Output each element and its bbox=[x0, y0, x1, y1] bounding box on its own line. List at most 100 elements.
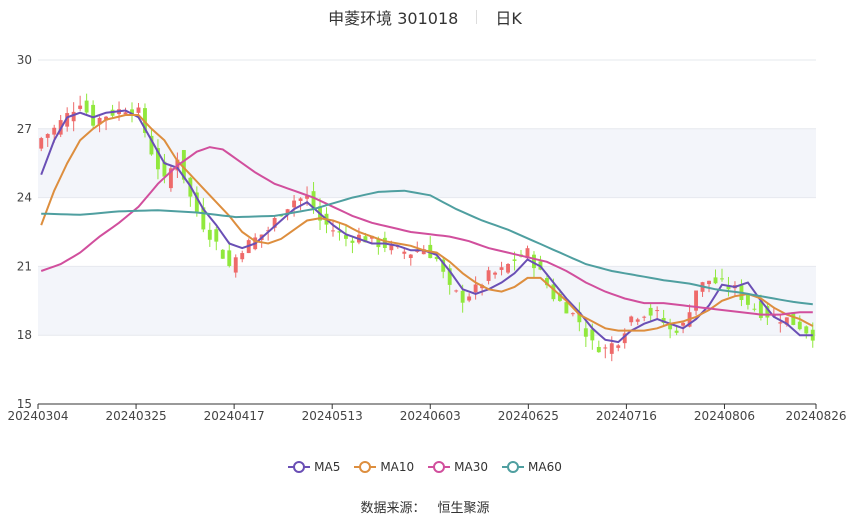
candle-body bbox=[233, 257, 238, 273]
candle-body bbox=[609, 343, 614, 354]
source-label: 数据来源： bbox=[360, 501, 426, 516]
candle-body bbox=[616, 345, 621, 348]
legend-ma30[interactable]: MA30 bbox=[428, 460, 488, 474]
candle-body bbox=[551, 284, 556, 300]
candle-body bbox=[402, 251, 407, 254]
candle-body bbox=[84, 100, 89, 113]
candle-body bbox=[629, 316, 634, 323]
x-axis: 20240304 20240325 20240417 20240513 20240603… bbox=[7, 403, 847, 423]
candle-body bbox=[52, 127, 57, 135]
candle-body bbox=[674, 330, 679, 333]
candle-body bbox=[681, 322, 686, 326]
candle-body bbox=[745, 294, 750, 305]
candle-body bbox=[752, 308, 757, 310]
legend-ma5-label: MA5 bbox=[314, 460, 341, 474]
x-tick-label: 20240716 bbox=[596, 409, 657, 423]
candle-body bbox=[544, 278, 549, 286]
candle-body bbox=[493, 272, 498, 275]
candle-body bbox=[337, 231, 342, 233]
x-tick-label: 20240603 bbox=[400, 409, 461, 423]
candle-body bbox=[181, 150, 186, 180]
candle-body bbox=[363, 236, 368, 243]
candle-body bbox=[570, 313, 575, 315]
candle-body bbox=[596, 346, 601, 353]
candle-body bbox=[622, 333, 627, 344]
candle-body bbox=[207, 229, 212, 240]
candle-body bbox=[642, 316, 647, 318]
candle-body bbox=[149, 135, 154, 155]
ma-line-ma30 bbox=[40, 146, 813, 316]
candle-body bbox=[467, 296, 472, 301]
candle-body bbox=[292, 200, 297, 208]
candle-body bbox=[285, 209, 290, 215]
candle-body bbox=[603, 347, 608, 349]
chart-title-bar: 申菱环境 301018 日K bbox=[0, 6, 850, 28]
candle-body bbox=[707, 280, 711, 285]
legend-ma60[interactable]: MA60 bbox=[502, 460, 562, 474]
y-tick-label: 27 bbox=[17, 122, 32, 136]
candle-body bbox=[39, 138, 44, 149]
candle-body bbox=[350, 240, 355, 243]
candle-body bbox=[65, 113, 70, 127]
candle-body bbox=[635, 319, 640, 322]
candle-body bbox=[441, 259, 446, 272]
x-tick-label: 20240513 bbox=[302, 409, 363, 423]
legend-ma5[interactable]: MA5 bbox=[288, 460, 340, 474]
legend-ma60-label: MA60 bbox=[528, 460, 562, 474]
candle-body bbox=[421, 249, 426, 255]
candle-body bbox=[344, 235, 348, 239]
candle-body bbox=[136, 107, 141, 113]
candle-body bbox=[45, 134, 50, 138]
title-divider bbox=[476, 10, 478, 24]
x-tick-label: 20240304 bbox=[7, 409, 68, 423]
data-source: 数据来源： 恒生聚源 bbox=[0, 497, 850, 516]
candle-body bbox=[389, 244, 394, 251]
y-tick-label: 18 bbox=[17, 328, 32, 342]
candle-body bbox=[331, 230, 335, 232]
candle-body bbox=[97, 117, 102, 125]
candle-body bbox=[577, 312, 582, 323]
y-tick-label: 21 bbox=[17, 259, 32, 273]
candle-body bbox=[91, 104, 96, 126]
candle-body bbox=[797, 321, 802, 330]
candle-body bbox=[434, 256, 439, 260]
candle-body bbox=[168, 168, 173, 189]
legend-ma30-label: MA30 bbox=[454, 460, 489, 474]
legend-ma10[interactable]: MA10 bbox=[354, 460, 414, 474]
candle-body bbox=[227, 250, 232, 266]
candle-body bbox=[499, 267, 504, 270]
candle-body bbox=[447, 268, 452, 285]
candle-body bbox=[162, 161, 167, 177]
ma-line-ma10 bbox=[40, 114, 814, 332]
candle-body bbox=[473, 284, 478, 293]
legend-ma10-label: MA10 bbox=[380, 460, 415, 474]
x-tick-label: 20240417 bbox=[204, 409, 265, 423]
candle-body bbox=[272, 218, 277, 228]
candle-body bbox=[784, 317, 789, 325]
y-axis: 15 18 21 24 27 30 bbox=[17, 53, 32, 411]
y-tick-label: 30 bbox=[17, 53, 32, 67]
candle-body bbox=[220, 249, 225, 259]
candle-body bbox=[648, 307, 653, 316]
candle-body bbox=[454, 290, 459, 292]
candle-body bbox=[694, 290, 699, 311]
grid-bands bbox=[38, 128, 816, 336]
candle-body bbox=[532, 254, 536, 269]
candle-body bbox=[713, 277, 718, 284]
candle-body bbox=[298, 198, 303, 201]
candle-body bbox=[564, 302, 569, 314]
candle-body bbox=[460, 290, 465, 303]
candle-body bbox=[655, 310, 660, 312]
candle-body bbox=[305, 195, 310, 199]
candle-body bbox=[240, 253, 245, 260]
candle-body bbox=[720, 278, 724, 280]
grid-band bbox=[38, 128, 816, 198]
x-tick-label: 20240625 bbox=[498, 409, 559, 423]
chart-title: 申菱环境 301018 bbox=[328, 9, 459, 28]
candle-body bbox=[194, 192, 199, 212]
y-tick-label: 24 bbox=[17, 191, 32, 205]
candle-body bbox=[214, 229, 219, 242]
x-tick-label: 20240325 bbox=[106, 409, 167, 423]
ma-line-ma60 bbox=[41, 189, 813, 306]
candle-body bbox=[311, 191, 316, 210]
